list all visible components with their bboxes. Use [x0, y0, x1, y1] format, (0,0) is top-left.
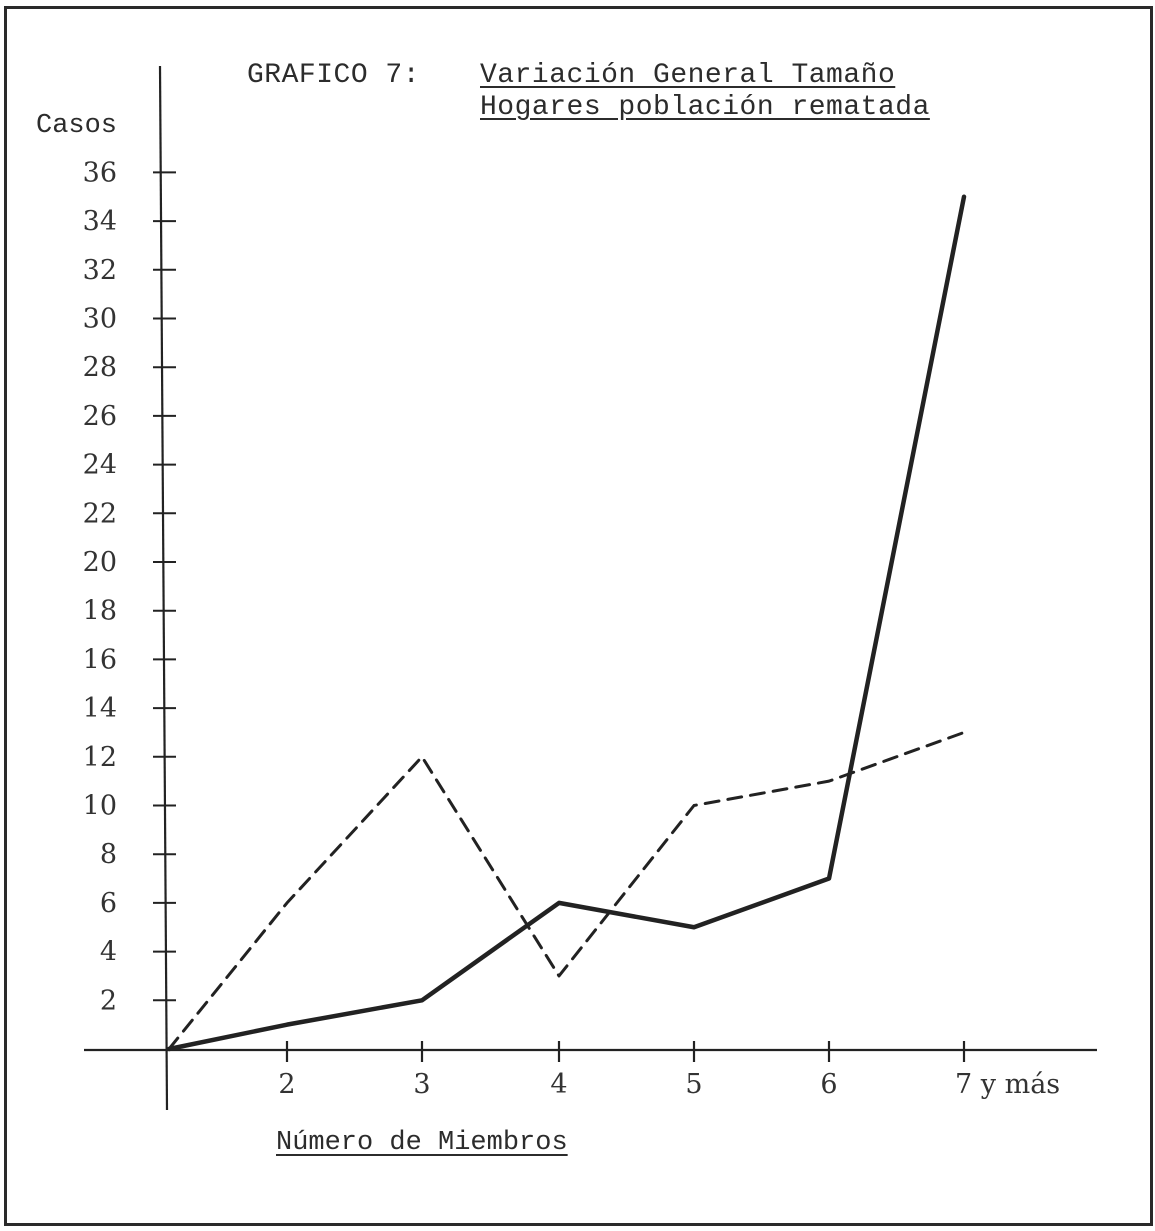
y-tick-label: 20 [83, 547, 117, 578]
chart-frame [4, 6, 1153, 1226]
x-tick-label: 7 y más [955, 1069, 1060, 1100]
y-tick-label: 22 [83, 498, 117, 529]
y-tick-label: 14 [83, 693, 117, 724]
x-axis-label: Número de Miembros [276, 1128, 568, 1158]
x-ticks: 2 3 4 5 6 7 y más [278, 1041, 1060, 1100]
y-tick-label: 8 [100, 839, 117, 870]
y-tick-label: 34 [83, 206, 117, 237]
y-tick-label: 12 [83, 742, 117, 773]
y-tick-label: 36 [83, 157, 117, 188]
series-line-solid [166, 194, 967, 1052]
y-tick-label: 30 [83, 304, 117, 335]
y-tick-label: 24 [83, 450, 117, 481]
series-line-dashed [167, 730, 966, 1051]
chart-title-line-1: Variación General Tamaño [480, 60, 896, 91]
x-tick-label: 6 [820, 1069, 837, 1100]
y-tick-label: 4 [100, 937, 117, 968]
x-tick-label: 2 [278, 1069, 295, 1100]
y-tick-label: 26 [83, 401, 117, 432]
y-tick-label: 32 [83, 255, 117, 286]
x-tick-label: 3 [413, 1069, 430, 1100]
chart-axes [84, 65, 1097, 1111]
x-tick-label: 5 [685, 1069, 702, 1100]
y-tick-label: 28 [83, 352, 117, 383]
chart-title-prefix: GRAFICO 7: [247, 60, 421, 91]
y-tick-label: 2 [100, 985, 117, 1016]
x-tick-label: 4 [550, 1069, 567, 1100]
chart-series [166, 194, 967, 1052]
y-axis-label: Casos [36, 111, 118, 141]
y-tick-label: 10 [83, 791, 117, 822]
chart-title-line-2: Hogares población rematada [480, 92, 930, 123]
y-tick-label: 6 [100, 888, 117, 919]
y-axis-line [158, 65, 169, 1111]
y-tick-label: 18 [83, 596, 117, 627]
y-tick-label: 16 [83, 644, 117, 675]
